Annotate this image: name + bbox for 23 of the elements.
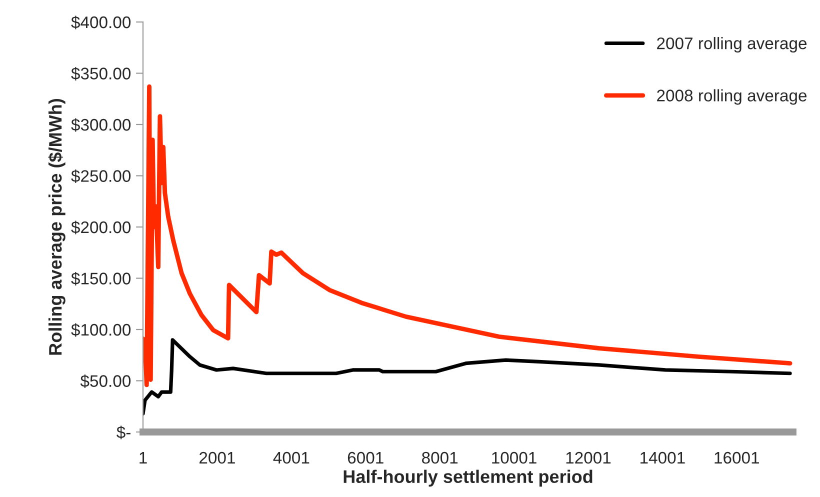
x-tick-label: 10001 — [492, 452, 536, 464]
y-tick-label: $350.00 — [71, 66, 131, 80]
y-tick-label: $100.00 — [71, 323, 131, 337]
x-axis-title: Half-hourly settlement period — [344, 470, 592, 487]
y-tick-label: $- — [116, 426, 130, 440]
x-tick-label: 4001 — [273, 452, 310, 464]
y-tick-label: $400.00 — [71, 16, 131, 30]
y-tick-label: $250.00 — [71, 169, 131, 183]
legend-label: 2007 rolling average — [657, 37, 807, 53]
line-series — [143, 338, 792, 416]
y-axis-title: Rolling average price ($/MWh) — [48, 98, 66, 355]
y-tick-label: $150.00 — [71, 272, 131, 286]
y-tick-label: $200.00 — [71, 220, 131, 234]
y-tick-label: $50.00 — [80, 374, 131, 388]
y-tick-label: $300.00 — [71, 118, 131, 132]
legend-label: 2008 rolling average — [657, 89, 807, 105]
x-tick-label: 6001 — [348, 452, 384, 464]
x-tick-label: 16001 — [714, 452, 760, 464]
x-tick-label: 1 — [140, 452, 147, 464]
x-tick-label: 12001 — [566, 452, 611, 464]
x-tick-label: 8001 — [422, 452, 458, 464]
x-tick-label: 14001 — [640, 452, 685, 464]
x-tick-label: 2001 — [200, 452, 235, 464]
